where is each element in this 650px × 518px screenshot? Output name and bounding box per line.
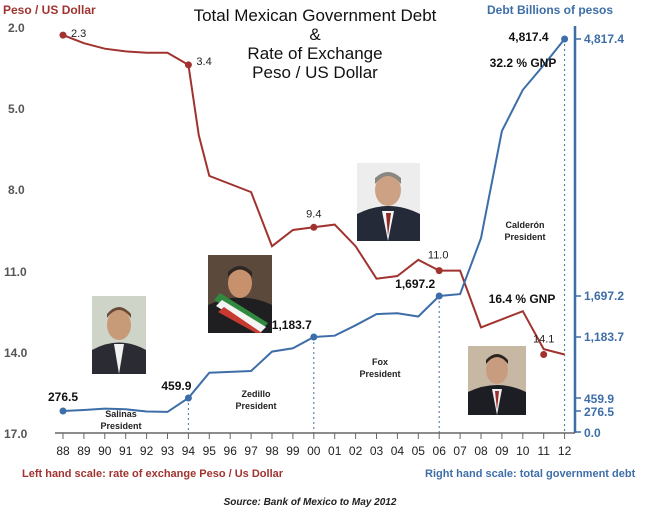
debt-marker xyxy=(561,35,569,43)
x-axis-ticks: 88 89 90 91 92 93 94 95 96 97 98 99 00 01 02 03 04 05 06 07… xyxy=(56,433,572,458)
right-scale-note: Right hand scale: total government debt xyxy=(425,468,636,480)
series-markers xyxy=(59,31,569,415)
rate-value-label: 14.1 xyxy=(533,334,554,346)
zedillo-title: President xyxy=(235,401,276,411)
calderon-portrait xyxy=(468,346,526,415)
x-tick-label: 06 xyxy=(433,444,447,458)
zedillo-name: Zedillo xyxy=(242,389,272,399)
rate-marker xyxy=(59,31,67,39)
gnp-share-label: 16.4 % GNP xyxy=(489,292,556,306)
x-tick-label: 03 xyxy=(370,444,384,458)
left-tick-label: 11.0 xyxy=(4,265,27,279)
x-tick-label: 12 xyxy=(558,444,572,458)
x-tick-label: 02 xyxy=(349,444,363,458)
zedillo-portrait xyxy=(208,255,272,333)
salinas-title: President xyxy=(100,421,141,431)
salinas-name: Salinas xyxy=(105,409,137,419)
chart-title-line-3: Rate of Exchange xyxy=(247,44,382,63)
right-tick-label: 276.5 xyxy=(584,405,614,419)
x-tick-label: 00 xyxy=(307,444,321,458)
left-tick-label: 8.0 xyxy=(8,183,25,197)
left-axis-title: Peso / US Dollar xyxy=(3,3,96,17)
debt-marker xyxy=(435,292,443,300)
right-tick-label: 0.0 xyxy=(584,426,601,440)
x-tick-label: 95 xyxy=(203,444,217,458)
x-tick-label: 92 xyxy=(140,444,154,458)
chart-title-line-4: Peso / US Dollar xyxy=(252,63,378,82)
debt-marker xyxy=(59,407,67,415)
x-tick-label: 89 xyxy=(77,444,91,458)
gnp-share-label: 32.2 % GNP xyxy=(490,56,557,70)
source-note: Source: Bank of Mexico to May 2012 xyxy=(224,497,397,508)
rate-value-label: 9.4 xyxy=(306,208,321,220)
x-tick-label: 08 xyxy=(474,444,488,458)
chart-title-line-1: Total Mexican Government Debt xyxy=(194,6,437,25)
rate-marker xyxy=(184,61,192,69)
x-tick-label: 11 xyxy=(537,444,550,458)
x-tick-label: 09 xyxy=(495,444,509,458)
right-tick-label: 1,697.2 xyxy=(584,289,624,303)
right-axis-ticks xyxy=(575,38,581,433)
rate-marker xyxy=(310,223,318,231)
x-tick-label: 99 xyxy=(286,444,300,458)
debt-marker xyxy=(310,333,318,341)
x-tick-label: 98 xyxy=(265,444,279,458)
x-tick-label: 01 xyxy=(328,444,342,458)
left-tick-label: 5.0 xyxy=(8,102,25,116)
salinas-portrait xyxy=(92,296,146,374)
debt-value-label: 1,183.7 xyxy=(272,318,312,332)
rate-marker xyxy=(435,267,443,275)
x-tick-label: 90 xyxy=(98,444,112,458)
debt-value-label: 276.5 xyxy=(48,390,78,404)
rate-value-label: 2.3 xyxy=(71,28,86,40)
fox-portrait xyxy=(357,163,420,241)
left-scale-note: Left hand scale: rate of exchange Peso /… xyxy=(22,468,284,480)
debt-value-label: 1,697.2 xyxy=(395,277,435,291)
x-tick-label: 05 xyxy=(412,444,426,458)
rate-marker xyxy=(540,351,548,359)
left-tick-label: 17.0 xyxy=(4,427,28,441)
left-tick-label: 2.0 xyxy=(8,21,25,35)
x-tick-label: 88 xyxy=(56,444,70,458)
x-tick-label: 10 xyxy=(516,444,530,458)
x-tick-label: 93 xyxy=(161,444,175,458)
rate-value-label: 3.4 xyxy=(196,56,211,68)
calderon-name: Calderón xyxy=(505,220,544,230)
x-tick-label: 04 xyxy=(391,444,405,458)
x-tick-label: 97 xyxy=(244,444,258,458)
left-tick-label: 14.0 xyxy=(4,346,28,360)
debt-value-label: 459.9 xyxy=(161,379,191,393)
fox-title: President xyxy=(359,369,400,379)
right-tick-label: 459.9 xyxy=(584,392,614,406)
president-guide-lines xyxy=(187,39,566,433)
debt-value-label: 4,817.4 xyxy=(509,30,549,44)
fox-name: Fox xyxy=(372,357,388,367)
right-axis-title: Debt Billions of pesos xyxy=(487,3,613,17)
x-tick-label: 96 xyxy=(224,444,238,458)
x-tick-label: 94 xyxy=(182,444,196,458)
calderon-title: President xyxy=(504,232,545,242)
right-tick-label: 4,817.4 xyxy=(584,32,624,46)
chart-title-line-2: & xyxy=(309,25,321,44)
exchange-rate-line xyxy=(62,34,565,356)
right-tick-label: 1,183.7 xyxy=(584,330,624,344)
x-tick-label: 07 xyxy=(453,444,467,458)
x-tick-label: 91 xyxy=(119,444,133,458)
rate-value-label: 11.0 xyxy=(428,250,449,262)
debt-marker xyxy=(184,394,192,402)
data-labels: 2.3 3.4 9.4 11.0 14.1 276.5 459.9 1,183.7 1,697.… xyxy=(48,28,556,404)
